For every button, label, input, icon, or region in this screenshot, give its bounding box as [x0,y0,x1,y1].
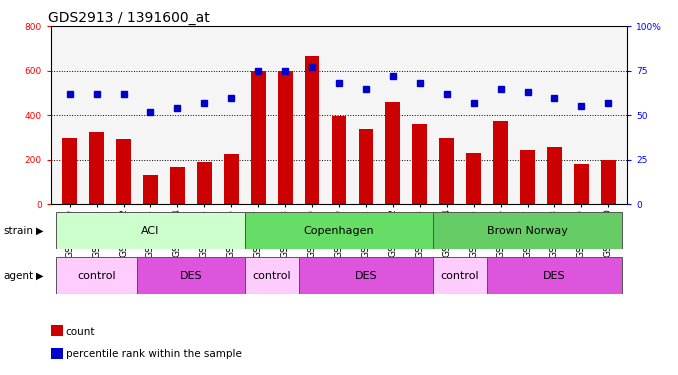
Text: ▶: ▶ [35,226,43,236]
Text: ▶: ▶ [35,271,43,280]
Text: agent: agent [3,271,33,280]
Bar [386,102,400,204]
Bar [62,138,77,204]
Bar [304,56,319,204]
Bar [56,212,245,249]
Text: ACI: ACI [141,226,160,236]
Bar [224,154,239,204]
Text: strain: strain [3,226,33,236]
Bar [116,139,131,204]
Bar [298,257,433,294]
Text: control: control [441,271,479,280]
Bar [197,162,212,204]
Bar [487,257,622,294]
Bar [359,129,374,204]
Bar [520,150,535,204]
Bar [574,164,589,204]
Bar [251,71,266,204]
Bar [466,153,481,204]
Text: DES: DES [180,271,202,280]
Text: Copenhagen: Copenhagen [304,226,374,236]
Bar [412,124,427,204]
Bar [332,116,346,204]
Bar [56,257,137,294]
Bar [170,166,185,204]
Bar [433,257,487,294]
Bar [143,176,158,204]
Text: count: count [66,327,96,337]
Bar [439,138,454,204]
Text: Brown Norway: Brown Norway [487,226,568,236]
Bar [137,257,245,294]
Bar [278,71,292,204]
Text: DES: DES [543,271,565,280]
Bar [433,212,622,249]
Bar [245,212,433,249]
Text: DES: DES [355,271,377,280]
Text: percentile rank within the sample: percentile rank within the sample [66,350,241,359]
Bar [245,257,298,294]
Text: control: control [77,271,116,280]
Bar [89,132,104,204]
Text: GDS2913 / 1391600_at: GDS2913 / 1391600_at [48,11,210,25]
Bar [547,147,562,204]
Text: control: control [252,271,291,280]
Bar [601,160,616,204]
Bar [493,121,508,204]
